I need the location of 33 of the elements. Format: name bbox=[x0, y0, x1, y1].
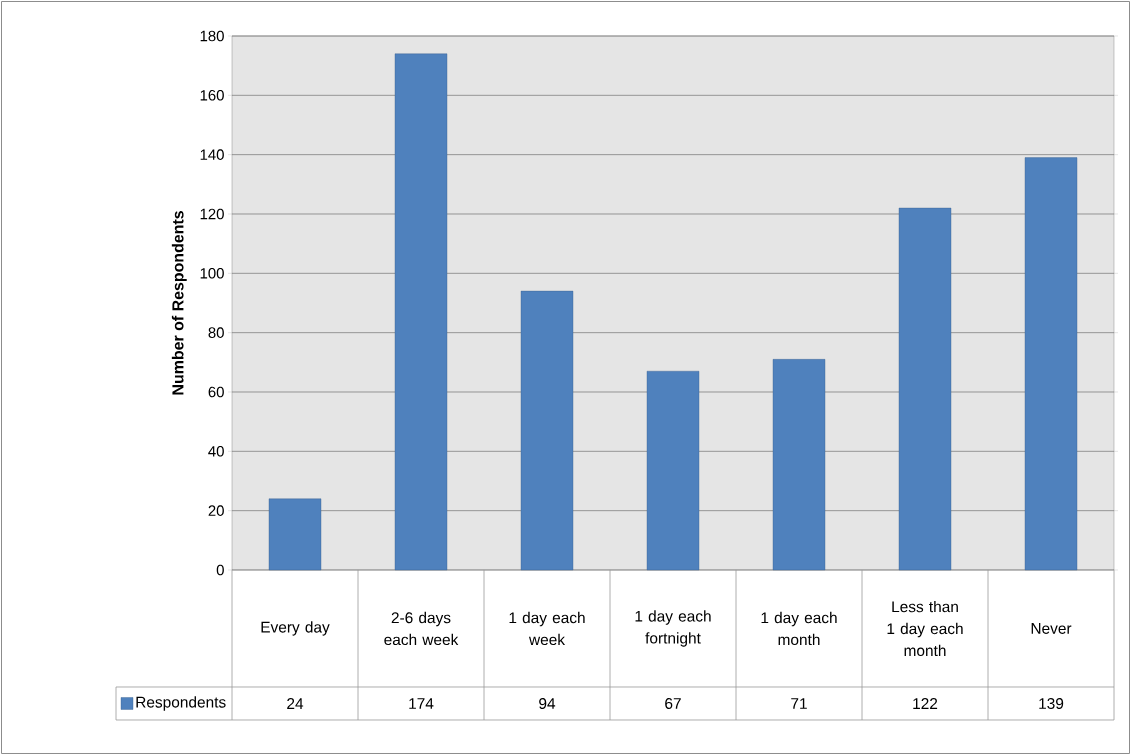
data-label: 174 bbox=[409, 698, 434, 709]
bar bbox=[520, 290, 574, 571]
x-tick-label: 2-6 days each week bbox=[384, 611, 459, 646]
bar bbox=[268, 498, 322, 571]
data-label: 67 bbox=[665, 698, 681, 709]
data-label: 122 bbox=[913, 698, 938, 709]
x-tick-label: Never bbox=[1031, 623, 1072, 634]
data-label: 94 bbox=[539, 698, 556, 709]
y-tick-label: 180 bbox=[200, 30, 224, 42]
bar bbox=[772, 359, 826, 571]
data-label: 71 bbox=[791, 698, 807, 709]
y-tick-label: 60 bbox=[208, 386, 224, 398]
y-tick-label: 80 bbox=[208, 327, 224, 338]
bar bbox=[898, 207, 952, 571]
y-tick-label: 0 bbox=[216, 564, 224, 576]
y-tick-label: 20 bbox=[208, 505, 224, 516]
y-tick-label: 160 bbox=[200, 90, 224, 101]
legend-label: Respondents bbox=[136, 696, 226, 711]
y-tick-label: 100 bbox=[200, 268, 224, 279]
y-tick-label: 120 bbox=[200, 208, 224, 220]
x-tick-label: Less than 1 day each month bbox=[887, 600, 963, 657]
y-tick-label: 140 bbox=[200, 149, 224, 160]
bar bbox=[1024, 157, 1078, 571]
x-tick-label: 1 day each week bbox=[509, 611, 585, 646]
y-axis-title: Number of Respondents bbox=[171, 211, 187, 395]
x-tick-label: 1 day each month bbox=[761, 611, 837, 646]
data-label: 24 bbox=[287, 698, 304, 709]
bar bbox=[394, 53, 448, 571]
bar bbox=[646, 371, 700, 571]
x-tick-label: 1 day each fortnight bbox=[635, 610, 711, 647]
data-label: 139 bbox=[1039, 698, 1064, 709]
x-tick-label: Every day bbox=[261, 621, 330, 636]
y-tick-label: 40 bbox=[208, 446, 224, 457]
